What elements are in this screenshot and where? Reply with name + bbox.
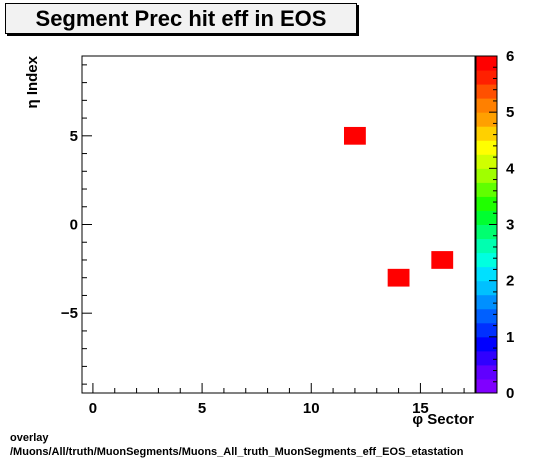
palette-tick-label: 1: [506, 329, 514, 346]
palette-tick-label: 0: [506, 385, 514, 402]
palette-swatch: [476, 154, 497, 169]
palette-tick-label: 4: [506, 160, 515, 177]
chart-title: Segment Prec hit eff in EOS: [35, 5, 327, 31]
axis-ticks: [82, 64, 465, 393]
x-tick-label: 15: [412, 400, 429, 417]
palette-swatch: [476, 196, 497, 211]
palette-swatch: [476, 56, 497, 71]
heatmap-cell: [431, 251, 454, 269]
palette-swatch: [476, 336, 497, 352]
palette-swatch: [476, 280, 497, 296]
palette-ticks: [489, 55, 497, 394]
palette-swatch: [476, 322, 497, 338]
heatmap-cell: [387, 268, 410, 287]
y-tick-labels: −5 0 5: [61, 128, 78, 322]
palette-swatch: [476, 308, 497, 324]
heatmap-cell: [344, 126, 366, 145]
palette-swatch: [476, 126, 497, 141]
plot-frame: [81, 55, 476, 394]
x-tick-label: 5: [198, 400, 206, 417]
palette-swatch: [476, 168, 497, 183]
palette-swatch: [476, 70, 497, 85]
heatmap-cells: [344, 126, 454, 287]
y-tick-label: −5: [61, 305, 78, 322]
palette-swatch: [476, 294, 497, 310]
palette-swatch: [476, 266, 497, 282]
x-tick-labels: 0 5 10 15: [89, 400, 429, 417]
color-palette: [476, 56, 497, 394]
footer-path-label: /Muons/All/truth/MuonSegments/Muons_All_…: [10, 446, 464, 458]
x-axis-label: φ Sector: [412, 411, 474, 428]
palette-tick-label: 2: [506, 273, 514, 290]
palette-tick-labels: 0 1 2 3 4 5 6: [506, 48, 515, 402]
palette-swatch: [476, 238, 497, 254]
palette-tick-label: 5: [506, 104, 514, 121]
y-tick-label: 0: [70, 217, 78, 234]
x-tick-label: 10: [303, 400, 320, 417]
palette-swatch: [476, 210, 497, 225]
palette-tick-label: 6: [506, 48, 514, 65]
palette-swatch: [476, 112, 497, 127]
footer-overlay-label: overlay: [10, 432, 49, 444]
palette-swatch: [476, 350, 497, 366]
palette-swatch: [476, 182, 497, 197]
palette-swatch: [476, 252, 497, 268]
palette-swatch: [476, 224, 497, 240]
palette-swatch: [476, 378, 497, 394]
palette-swatch: [476, 364, 497, 380]
palette-tick-label: 3: [506, 217, 514, 234]
y-tick-label: 5: [70, 128, 78, 145]
chart-title-box: Segment Prec hit eff in EOS: [5, 3, 357, 34]
x-tick-label: 0: [89, 400, 97, 417]
palette-swatch: [476, 98, 497, 113]
palette-swatch: [476, 140, 497, 155]
palette-swatch: [476, 84, 497, 99]
y-axis-label: η Index: [24, 55, 41, 108]
